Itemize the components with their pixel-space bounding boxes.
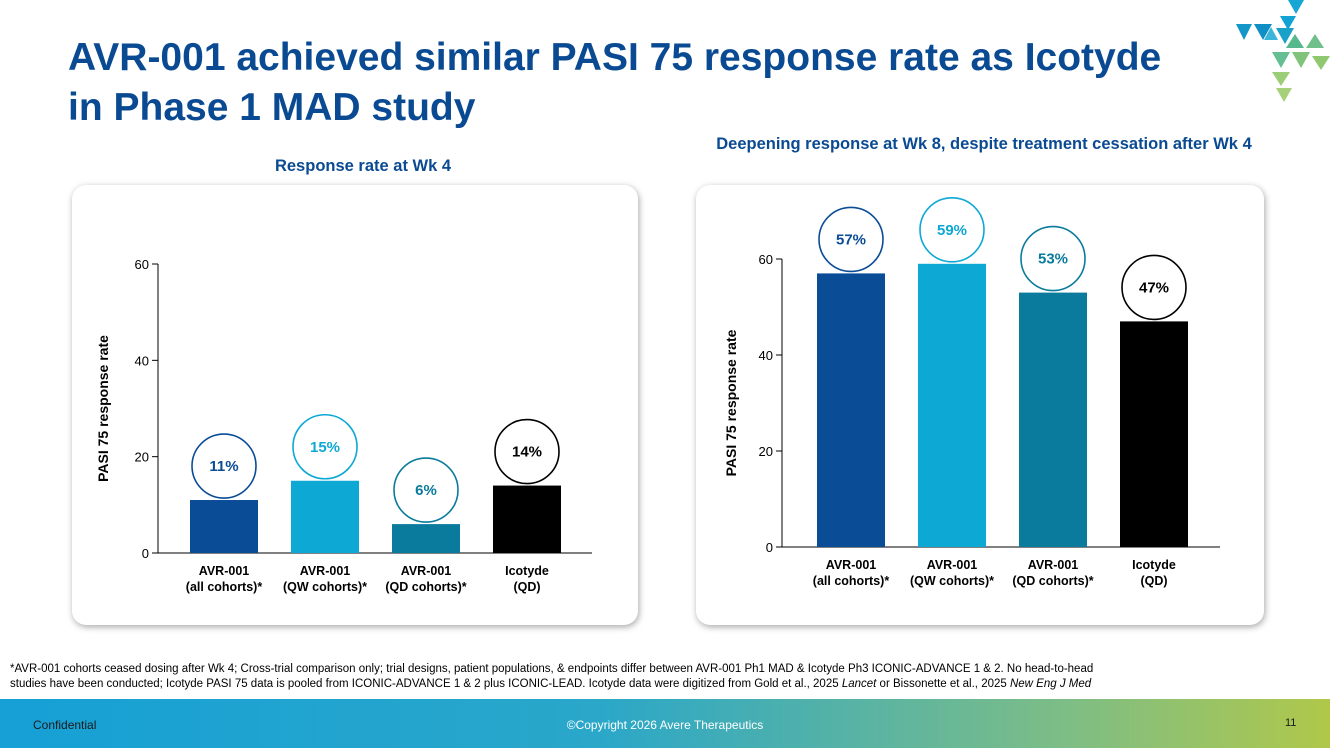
right-chart-bar (1120, 321, 1188, 547)
left-chart-category-label: (all cohorts)* (186, 580, 263, 594)
right-chart-category-label: AVR-001 (826, 558, 877, 572)
left-chart-data-label-circle (393, 457, 459, 523)
footer-copyright: ©Copyright 2026 Avere Therapeutics (566, 718, 764, 732)
left-chart-data-label: 15% (310, 439, 340, 456)
left-chart-card: 0 20 40 60 PASI 75 response rate 11% AVR-001 (a… (72, 185, 638, 625)
left-chart-category-label: (QD) (513, 580, 540, 594)
footer-bar: Confidential ©Copyright 2026 Avere Thera… (0, 699, 1330, 748)
left-chart-y-axis-label: PASI 75 response rate (95, 335, 111, 482)
right-chart-data-label: 47% (1139, 279, 1169, 296)
left-chart-y-tick-label: 40 (135, 353, 149, 368)
left-chart-bar (493, 485, 561, 553)
right-chart-category-label: (QD) (1140, 574, 1167, 588)
left-chart-data-label: 14% (512, 444, 542, 461)
right-chart-data-label-circle (818, 206, 884, 273)
right-chart-data-label: 53% (1038, 251, 1068, 268)
left-chart-title: Response rate at Wk 4 (274, 157, 452, 175)
right-chart-category-label: Icotyde (1132, 558, 1176, 572)
left-bar-chart: 0 20 40 60 PASI 75 response rate 11% AVR-001 (a… (95, 257, 592, 594)
right-chart-data-label: 59% (937, 222, 967, 239)
left-chart-category-label: Icotyde (505, 564, 549, 578)
slide-title: AVR-001 achieved similar PASI 75 respons… (68, 36, 1162, 129)
right-chart-category-label: (QD cohorts)* (1012, 574, 1093, 588)
left-chart-category-label: AVR-001 (401, 564, 452, 578)
left-chart-y-tick-label: 60 (135, 257, 149, 272)
right-chart-data-label-circle (919, 196, 985, 263)
right-chart-bar (918, 263, 986, 547)
left-chart-data-label: 6% (415, 482, 437, 499)
left-chart-category-label: (QW cohorts)* (283, 580, 367, 594)
footer-confidential: Confidential (33, 718, 97, 732)
right-chart-bar (1019, 292, 1087, 547)
footnote: *AVR-001 cohorts ceased dosing after Wk … (10, 662, 1326, 692)
right-chart-y-tick-label: 0 (766, 540, 773, 555)
left-chart-y-tick-label: 0 (142, 546, 149, 561)
left-chart-data-label-circle (494, 418, 560, 485)
footnote-line-1: *AVR-001 cohorts ceased dosing after Wk … (10, 663, 1094, 675)
left-chart-bar (291, 480, 359, 553)
right-chart-data-label-circle (1121, 254, 1187, 321)
right-chart-y-axis-label: PASI 75 response rate (723, 329, 739, 476)
right-chart-title: Deepening response at Wk 8, despite trea… (716, 135, 1252, 153)
right-chart-category-label: (QW cohorts)* (910, 574, 994, 588)
right-chart-category-label: (all cohorts)* (813, 574, 890, 588)
left-chart-bar (190, 500, 258, 553)
page-number: 11 (1285, 717, 1297, 729)
right-chart-category-label: AVR-001 (1028, 558, 1079, 572)
left-chart-y-tick-label: 20 (135, 450, 149, 465)
right-chart-y-tick-label: 40 (759, 348, 773, 363)
right-chart-y-tick-label: 60 (759, 252, 773, 267)
right-chart-card: 0 20 40 60 PASI 75 response rate 57% AVR-001 (a… (696, 185, 1264, 625)
left-chart-data-label: 11% (209, 458, 238, 475)
right-chart-data-label-circle (1020, 225, 1086, 292)
right-chart-category-label: AVR-001 (927, 558, 978, 572)
left-chart-category-label: AVR-001 (199, 564, 250, 578)
left-chart-data-label-circle (292, 413, 358, 480)
left-chart-bar (392, 524, 460, 553)
right-chart-data-label: 57% (836, 231, 866, 248)
right-bar-chart: 0 20 40 60 PASI 75 response rate 57% AVR-001 (a… (723, 196, 1220, 588)
left-chart-category-label: (QD cohorts)* (385, 580, 466, 594)
company-logo-icon (1236, 0, 1330, 102)
left-chart-data-label-circle (191, 433, 257, 499)
right-chart-y-tick-label: 20 (759, 444, 773, 459)
right-chart-bar (817, 273, 885, 547)
footnote-line-2: studies have been conducted; Icotyde PAS… (10, 678, 1092, 690)
left-chart-category-label: AVR-001 (300, 564, 351, 578)
